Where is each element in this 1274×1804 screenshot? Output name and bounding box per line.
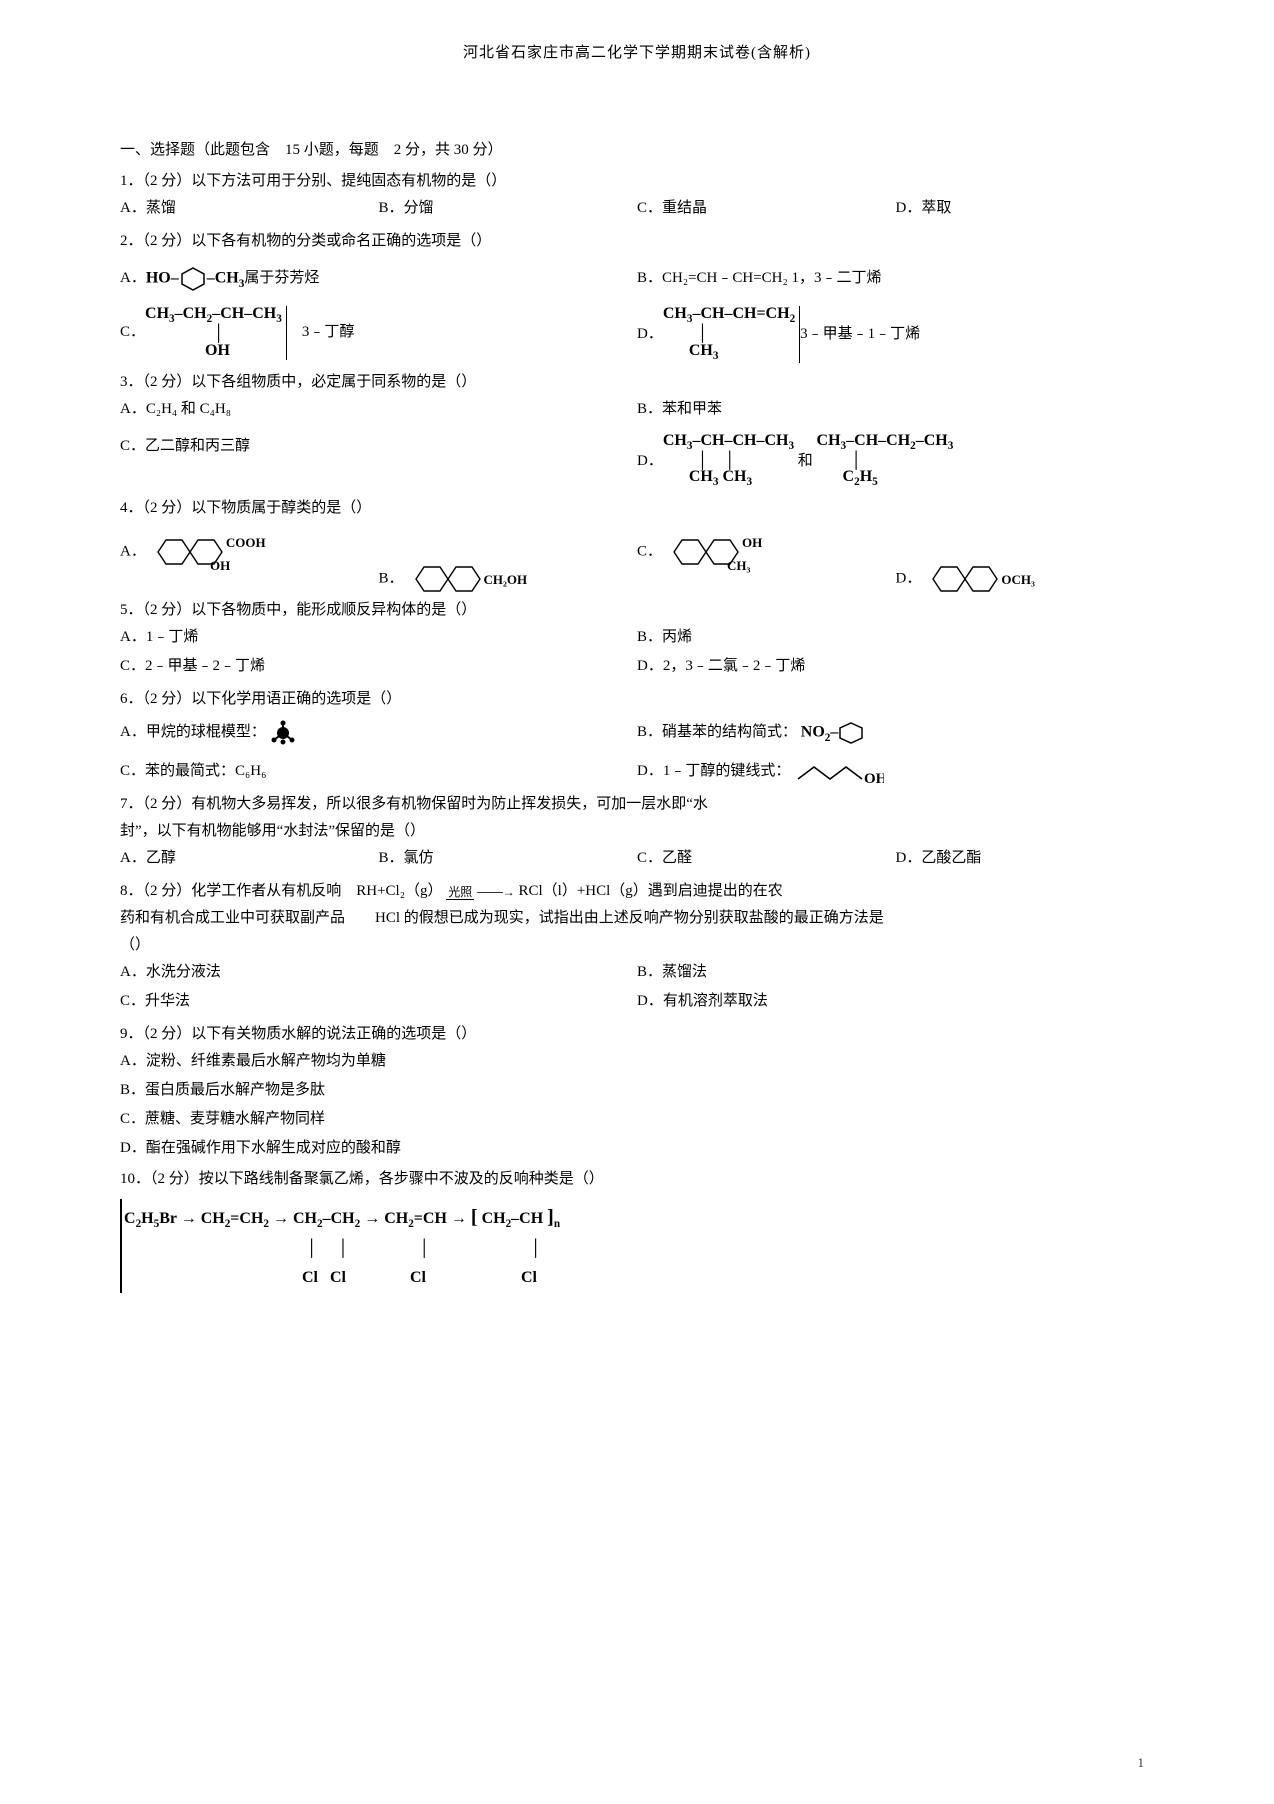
q8-opt-b: B．蒸馏法 [637, 959, 1154, 986]
q5-opt-d: D．2，3﹣二氯﹣2﹣丁烯 [637, 653, 1154, 680]
q8-opt-c: C．升华法 [120, 988, 637, 1015]
question-3: 3．（2 分）以下各组物质中，必定属于同系物的是（） A．C₂H₄ 和 C₄H₈… [120, 369, 1154, 492]
q1-opt-d: D．萃取 [896, 195, 1155, 222]
q6-opt-d: D．1﹣丁醇的键线式： OH [637, 758, 1154, 785]
q4-opt-c: C． OH CH₃ [637, 530, 896, 601]
q2-opt-d: D． CH3–CH–CH=CH2 │ CH3 3﹣甲基﹣1﹣丁烯 [637, 306, 1154, 363]
q9-opt-a: A．淀粉、纤维素最后水解产物均为单糖 [120, 1048, 1154, 1075]
q9-opt-c: C．蔗糖、麦芽糖水解产物同样 [120, 1106, 1154, 1133]
q9-stem: 9．（2 分）以下有关物质水解的说法正确的选项是（） [120, 1021, 1154, 1048]
q8-pre: 8．（2 分）化学工作者从有机反响 RH+Cl₂（g） [120, 883, 442, 899]
question-9: 9．（2 分）以下有关物质水解的说法正确的选项是（） A．淀粉、纤维素最后水解产… [120, 1021, 1154, 1162]
q5-opt-a: A．1﹣丁烯 [120, 624, 637, 651]
q3-stem: 3．（2 分）以下各组物质中，必定属于同系物的是（） [120, 369, 1154, 396]
q9-opt-b: B．蛋白质最后水解产物是多肽 [120, 1077, 1154, 1104]
q3-opt-c: C．乙二醇和丙三醇 [120, 433, 637, 490]
q1-opt-c: C．重结晶 [637, 195, 896, 222]
q4-opt-b: B． CH₂OH [379, 557, 638, 601]
q7-stem2: 封”，以下有机物能够用“水封法”保留的是（） [120, 818, 1154, 845]
q1-opt-a: A．蒸馏 [120, 195, 379, 222]
q10-stem: 10．（2 分）按以下路线制备聚氯乙烯，各步骤中不波及的反响种类是（） [120, 1166, 1154, 1193]
q5-opt-c: C．2﹣甲基﹣2﹣丁烯 [120, 653, 637, 680]
q6-opt-c: C．苯的最简式：C₆H₆ [120, 758, 637, 785]
q2-opt-c: C． CH3–CH2–CH–CH3 │ OH 3﹣丁醇 [120, 306, 637, 363]
q1-stem: 1．（2 分）以下方法可用于分别、提纯固态有机物的是（） [120, 168, 1154, 195]
q5-opt-b: B．丙烯 [637, 624, 1154, 651]
q3-d-join: 和 [798, 452, 813, 468]
question-6: 6．（2 分）以下化学用语正确的选项是（） A．甲烷的球棍模型： B．硝基苯的结… [120, 686, 1154, 787]
q8-opt-d: D．有机溶剂萃取法 [637, 988, 1154, 1015]
q2-d-suffix: 3﹣甲基﹣1﹣丁烯 [800, 326, 920, 342]
naphthalene-ch2oh-icon [404, 557, 484, 601]
methane-ballstick-icon [270, 720, 296, 746]
q7-opt-b: B．氯仿 [379, 845, 638, 872]
reaction-arrow-icon: 光照 ───→ [446, 886, 515, 898]
q4-opt-a: A． COOH OH [120, 530, 379, 601]
q8-line1: 8．（2 分）化学工作者从有机反响 RH+Cl₂（g） 光照 ───→ RCl（… [120, 878, 1154, 905]
q2-opt-a: A．HO––CH3属于芬芳烃 [120, 265, 637, 292]
page-number: 1 [1138, 1751, 1145, 1774]
q6-opt-a: A．甲烷的球棍模型： [120, 719, 637, 746]
svg-text:OH: OH [864, 771, 884, 785]
question-10: 10．（2 分）按以下路线制备聚氯乙烯，各步骤中不波及的反响种类是（） C2H5… [120, 1166, 1154, 1293]
q2-c-suffix: 3﹣丁醇 [302, 324, 355, 340]
q4-opt-d: D． OCH₃ [896, 557, 1155, 601]
q2-opt-b: B．CH₂=CH﹣CH=CH₂ 1，3﹣二丁烯 [637, 265, 1154, 292]
section-title: 一、选择题（此题包含 15 小题，每题 2 分，共 30 分） [120, 137, 1154, 164]
q5-stem: 5．（2 分）以下各物质中，能形成顺反异构体的是（） [120, 597, 1154, 624]
q6-a-text: A．甲烷的球棍模型： [120, 724, 266, 740]
q8-cond: 光照 [446, 885, 474, 900]
q8-line3: （） [120, 932, 1154, 959]
question-5: 5．（2 分）以下各物质中，能形成顺反异构体的是（） A．1﹣丁烯 B．丙烯 C… [120, 597, 1154, 682]
q7-opt-d: D．乙酸乙酯 [896, 845, 1155, 872]
q10-reaction-chain: C2H5Br → CH2=CH2 → CH2–CH2 → CH2=CH → [ … [120, 1199, 1154, 1293]
q9-opt-d: D．酯在强碱作用下水解生成对应的酸和醇 [120, 1135, 1154, 1162]
question-1: 1．（2 分）以下方法可用于分别、提纯固态有机物的是（） A．蒸馏 B．分馏 C… [120, 168, 1154, 224]
q8-line2: 药和有机合成工业中可获取副产品 HCl 的假想已成为现实，试指出由上述反响产物分… [120, 905, 1154, 932]
q7-stem1: 7．（2 分）有机物大多易挥发，所以很多有机物保留时为防止挥发损失，可加一层水即… [120, 791, 1154, 818]
question-2: 2．（2 分）以下各有机物的分类或命名正确的选项是（） A．HO––CH3属于芬… [120, 228, 1154, 365]
q6-d-text: D．1﹣丁醇的键线式： [637, 763, 790, 779]
q4-stem: 4．（2 分）以下物质属于醇类的是（） [120, 495, 1154, 522]
q8-post: RCl（l）+HCl（g）遇到启迪提出的在农 [518, 883, 782, 899]
naphthalene-och3-icon [921, 557, 1001, 601]
q3-opt-d: D． CH3–CH–CH–CH3 │ │ CH3 CH3 和 CH3–CH–CH… [637, 433, 1154, 490]
q3-opt-b: B．苯和甲苯 [637, 396, 1154, 423]
q2-stem: 2．（2 分）以下各有机物的分类或命名正确的选项是（） [120, 228, 1154, 255]
question-4: 4．（2 分）以下物质属于醇类的是（） A． COOH OH B． CH₂OH … [120, 495, 1154, 603]
question-7: 7．（2 分）有机物大多易挥发，所以很多有机物保留时为防止挥发损失，可加一层水即… [120, 791, 1154, 874]
q6-opt-b: B．硝基苯的结构简式： NO2– [637, 719, 1154, 746]
butanol-lineformula-icon: OH [794, 759, 884, 785]
q3-opt-a: A．C₂H₄ 和 C₄H₈ [120, 396, 637, 423]
q7-opt-a: A．乙醇 [120, 845, 379, 872]
q6-stem: 6．（2 分）以下化学用语正确的选项是（） [120, 686, 1154, 713]
q7-opt-c: C．乙醛 [637, 845, 896, 872]
q6-b-text: B．硝基苯的结构简式： [637, 724, 797, 740]
q2-a-suffix: 属于芬芳烃 [244, 270, 319, 286]
q1-opt-b: B．分馏 [379, 195, 638, 222]
q8-opt-a: A．水洗分液法 [120, 959, 637, 986]
page-header: 河北省石家庄市高二化学下学期期末试卷(含解析) [120, 40, 1154, 67]
question-8: 8．（2 分）化学工作者从有机反响 RH+Cl₂（g） 光照 ───→ RCl（… [120, 878, 1154, 1017]
